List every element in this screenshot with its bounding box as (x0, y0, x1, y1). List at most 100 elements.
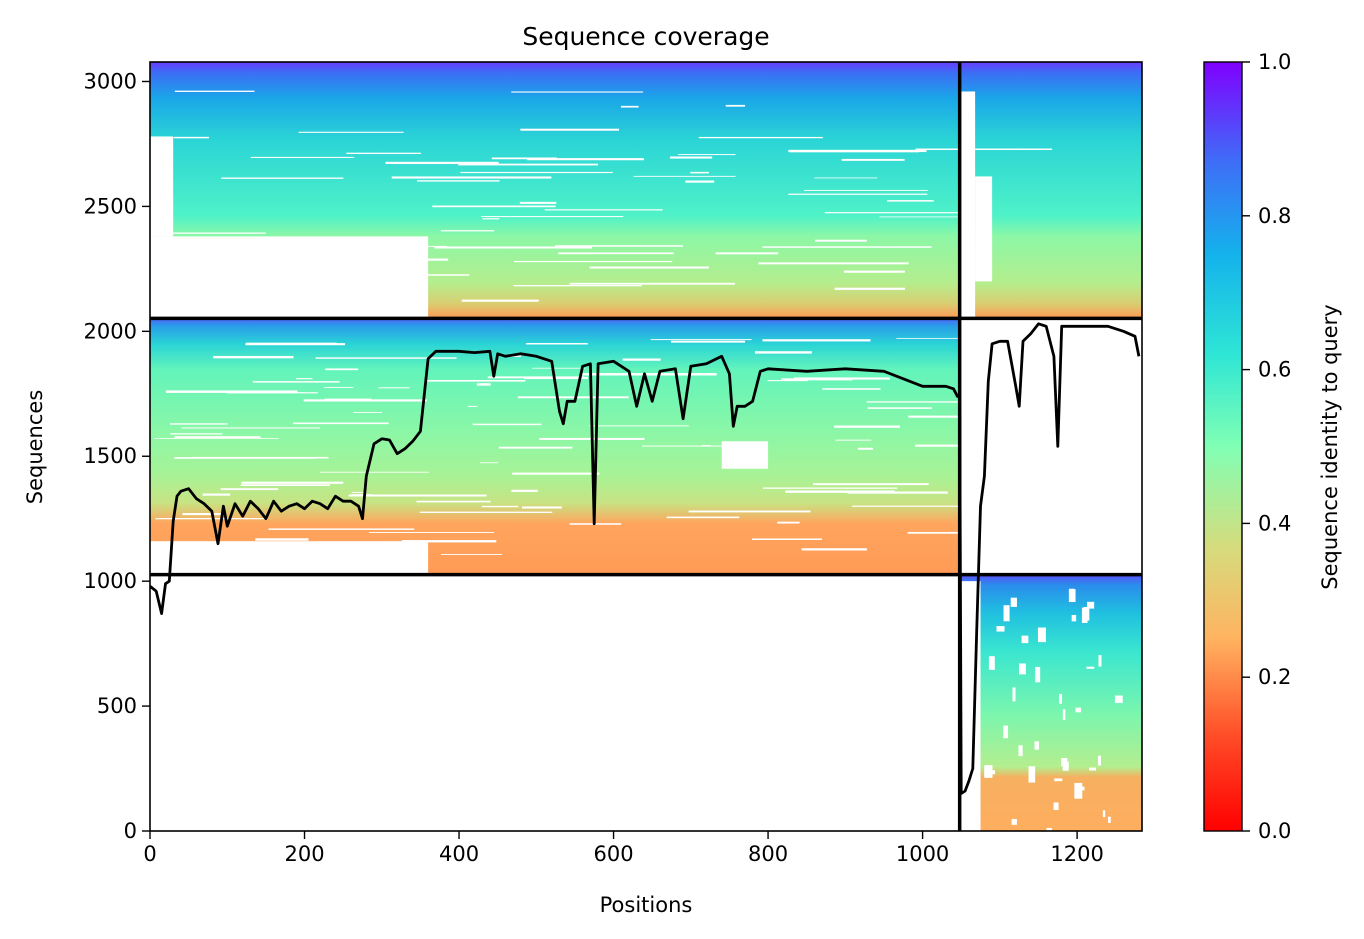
gap-region (353, 412, 383, 413)
colorbar-tick-label: 1.0 (1258, 50, 1291, 74)
gap-region (1010, 597, 1017, 607)
gap-region (1035, 666, 1041, 683)
gap-region (472, 423, 542, 426)
gap-region (512, 472, 600, 475)
gap-region (589, 266, 710, 269)
gap-region (804, 189, 928, 191)
gap-region (1114, 695, 1123, 704)
gap-region (1054, 778, 1063, 782)
gap-region (1107, 816, 1111, 823)
coverage-line-group (149, 322, 1141, 795)
gap-region (788, 149, 927, 153)
gap-region (342, 258, 449, 261)
gap-region (432, 205, 556, 208)
gap-region (1003, 725, 1009, 739)
gap-region (156, 232, 266, 234)
gap-region (181, 427, 320, 429)
gap-region (498, 446, 573, 449)
y-tick-label: 2500 (84, 194, 137, 218)
gap-region (633, 175, 736, 177)
gap-region (298, 131, 404, 133)
gap-region (988, 656, 995, 670)
gap-region (1098, 755, 1102, 766)
gap-region (715, 252, 779, 255)
gap-region (150, 236, 429, 319)
colorbar-frame (1203, 61, 1243, 832)
gap-region (907, 531, 1028, 534)
block-middle-left (150, 318, 960, 575)
gap-region (417, 180, 500, 182)
gap-region (401, 540, 497, 543)
gap-region (777, 521, 800, 524)
gap-region (762, 246, 932, 248)
gap-region (996, 626, 1005, 632)
gap-region (1018, 745, 1023, 757)
gap-region (391, 176, 552, 179)
gap-region (346, 152, 421, 155)
gap-region (1037, 627, 1046, 643)
gap-region (650, 339, 752, 341)
gap-region (150, 136, 174, 237)
gap-region (458, 163, 599, 166)
gap-region (1089, 767, 1097, 771)
gap-region (220, 488, 279, 491)
gap-region (752, 538, 823, 540)
gap-region (1062, 761, 1069, 771)
gap-region (1087, 601, 1095, 609)
gap-region (240, 484, 331, 486)
gap-region (351, 491, 367, 493)
gap-region (815, 239, 867, 242)
gap-region (558, 252, 674, 255)
gap-region (641, 445, 729, 447)
colorbar-ticks: 0.0 0.2 0.4 0.6 0.8 1.0 (1242, 50, 1291, 843)
gap-region (896, 337, 1033, 339)
gap-region (879, 216, 962, 218)
gap-region (424, 379, 526, 382)
chart-title: Sequence coverage (522, 22, 769, 51)
gap-region (511, 91, 644, 93)
colorbar-label: Sequence identity to query (1318, 304, 1342, 589)
gap-region (532, 367, 586, 369)
gap-region (526, 342, 588, 345)
gap-region (670, 156, 713, 159)
colorbar-tick-label: 0.0 (1258, 819, 1291, 843)
gap-region (296, 378, 313, 380)
gap-region (324, 387, 354, 388)
gap-region (685, 180, 715, 183)
gap-region (252, 381, 340, 383)
gap-region (252, 253, 372, 255)
gap-region (813, 483, 929, 486)
gap-region (325, 368, 359, 371)
gap-region (378, 387, 410, 389)
gap-region (620, 105, 639, 108)
gap-region (491, 157, 557, 160)
gap-region (522, 506, 562, 509)
gap-region (992, 770, 996, 775)
gap-region (1053, 802, 1059, 810)
gap-region (1081, 607, 1088, 623)
y-axis-label: Sequences (23, 390, 47, 505)
y-tick-label: 0 (124, 819, 137, 843)
gap-region (268, 528, 415, 530)
gap-region (1003, 605, 1010, 622)
colorbar (1204, 62, 1242, 831)
gap-region (293, 422, 389, 425)
gap-region (476, 383, 491, 386)
gap-region (1076, 786, 1085, 791)
gap-region (1011, 818, 1017, 825)
gap-region (154, 438, 279, 439)
colorbar-tick-label: 0.4 (1258, 511, 1291, 535)
x-axis-label: Positions (600, 893, 693, 917)
gap-region (241, 481, 344, 484)
x-tick-label: 800 (748, 842, 788, 866)
gap-region (688, 510, 811, 513)
gap-region (847, 491, 948, 494)
gap-region (213, 355, 294, 359)
gap-region (762, 339, 871, 342)
gap-region (419, 511, 553, 513)
gap-region (150, 541, 429, 575)
gap-region (337, 289, 424, 292)
gap-region (852, 505, 971, 507)
gap-region (843, 270, 905, 273)
gap-region (434, 246, 592, 249)
